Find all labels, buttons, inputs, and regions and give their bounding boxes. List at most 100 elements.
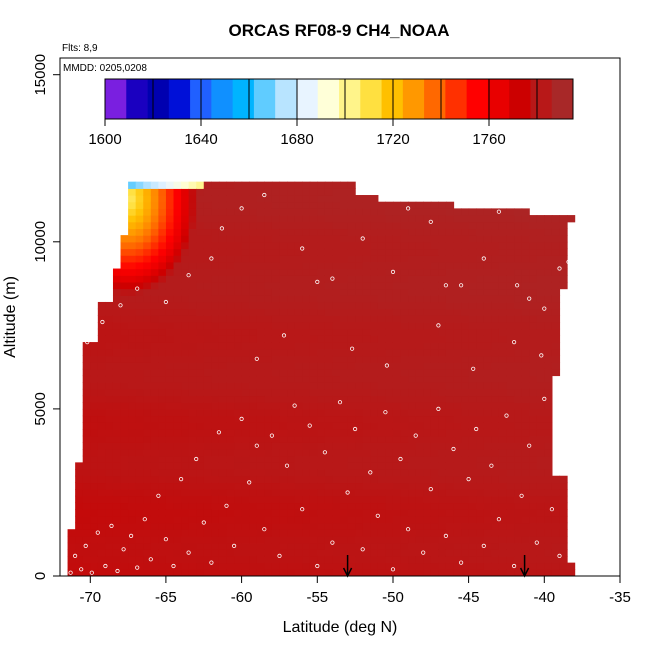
field-cell [347,255,356,263]
field-cell [211,428,220,437]
field-cell [317,555,326,564]
field-cell [211,355,220,363]
field-cell [188,382,197,390]
sample-point [352,426,358,432]
field-cell [90,415,99,423]
field-cell [211,315,220,323]
field-cell [445,555,455,564]
field-cell [514,295,523,303]
field-cell [287,308,296,316]
field-cell [188,235,197,243]
field-cell [82,529,91,537]
field-cell [445,495,455,504]
field-cell [97,482,107,490]
field-cell [287,328,296,336]
field-cell [362,362,371,370]
field-cell [135,188,144,196]
field-cell [226,542,235,550]
field-cell [158,275,167,283]
field-cell [423,301,432,310]
field-cell [234,569,243,576]
field-cell [241,462,250,470]
field-cell [514,228,523,236]
colorbar-frame [104,78,574,120]
field-cell [181,522,190,530]
field-cell [135,515,144,524]
field-cell [249,375,258,383]
field-cell [309,415,318,423]
field-cell [355,221,364,230]
field-cell [309,261,318,270]
field-cell [340,388,349,397]
field-cell [181,235,190,243]
field-cell [279,201,288,209]
field-cell [181,542,190,550]
field-cell [332,235,341,243]
field-cell [271,462,281,470]
field-cell [120,241,129,250]
field-cell [249,495,258,504]
field-cell [521,368,530,377]
field-cell [423,535,432,544]
field-cell [415,375,424,383]
field-cell [279,449,288,457]
field-cell [317,255,326,263]
field-cell [218,549,228,557]
field-cell [105,382,114,390]
field-cell [392,428,402,437]
sample-point [542,306,547,311]
field-cell [234,228,243,236]
field-cell [491,435,500,443]
field-cell [415,382,424,390]
field-cell [498,255,508,263]
field-cell [370,248,379,256]
field-cell [332,248,341,256]
field-cell [97,535,107,544]
field-cell [423,422,432,430]
field-cell [241,555,250,564]
field-cell [82,509,91,517]
field-cell [544,449,553,457]
field-cell [445,235,455,243]
field-cell [211,288,220,296]
field-cell [529,328,538,336]
field-cell [112,475,122,484]
field-cell [143,241,152,250]
field-cell [249,188,258,196]
field-cell [536,281,545,290]
field-cell [551,549,561,557]
colorbar [104,78,574,120]
x-tick-label: -70 [79,589,101,606]
field-cell [196,408,205,417]
field-cell [370,402,379,410]
field-cell [218,215,228,223]
field-cell [135,495,144,504]
field-cell [453,482,462,490]
field-cell [521,342,530,350]
field-cell [302,469,311,477]
sample-point [496,517,501,522]
field-cell [347,368,356,377]
field-cell [340,268,349,276]
field-cell [400,495,409,504]
field-cell [347,275,356,283]
field-cell [241,368,250,377]
field-cell [120,442,129,450]
field-cell [173,235,182,243]
field-cell [461,449,470,457]
field-cell [362,542,371,550]
field-cell [430,275,439,283]
field-cell [90,509,99,517]
field-cell [75,469,84,477]
field-cell [241,535,250,544]
field-cell [203,315,212,323]
field-cell [241,348,250,357]
field-cell [408,328,417,336]
field-cell [294,562,303,570]
field-cell [385,449,394,457]
field-cell [453,509,462,517]
field-cell [105,562,114,570]
field-cell [173,342,182,350]
field-cell [506,435,515,443]
field-cell [158,428,167,437]
